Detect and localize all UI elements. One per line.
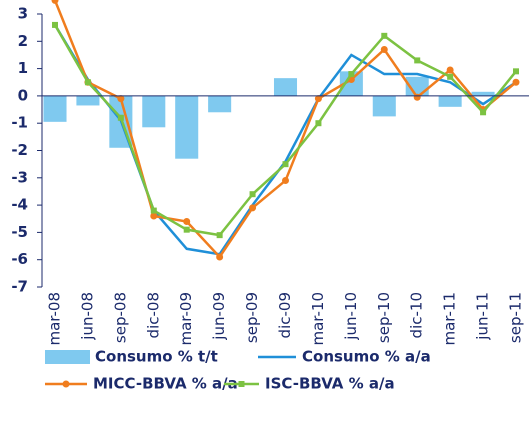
y-tick-label: 1 (18, 59, 28, 77)
bar (372, 95, 396, 117)
marker (150, 212, 158, 220)
marker (282, 161, 289, 168)
x-tick-label: jun-09 (210, 292, 228, 341)
marker (380, 45, 388, 53)
plot-area (43, 0, 520, 261)
marker (513, 68, 519, 75)
marker (315, 120, 322, 127)
marker (150, 207, 157, 214)
y-tick-label: -5 (11, 223, 28, 241)
y-tick-label: 3 (18, 5, 28, 23)
marker (183, 217, 191, 225)
y-tick-label: -1 (11, 114, 28, 132)
y-tick-label: 2 (18, 32, 28, 50)
legend-label: Consumo % t/t (95, 348, 218, 366)
x-tick-label: dic-08 (144, 292, 162, 338)
x-tick-label: sep-11 (507, 292, 525, 343)
marker (51, 0, 59, 4)
marker (480, 109, 487, 116)
x-tick-label: sep-08 (111, 292, 129, 343)
x-tick-label: mar-11 (441, 292, 459, 346)
marker (249, 204, 257, 212)
x-tick-label: dic-09 (276, 292, 294, 338)
y-tick-label: -2 (11, 141, 28, 159)
marker (117, 95, 125, 103)
y-tick-label: -7 (11, 278, 28, 296)
marker (446, 66, 454, 74)
bar (142, 95, 166, 128)
marker (414, 57, 421, 64)
x-tick-label: jun-08 (78, 292, 96, 341)
marker (183, 226, 190, 233)
marker (348, 71, 355, 78)
x-tick-label: sep-09 (243, 292, 261, 343)
x-tick-label: sep-10 (375, 292, 393, 343)
marker (216, 253, 224, 261)
marker (512, 78, 520, 86)
bar (76, 95, 100, 106)
legend-label: MICC-BBVA % a/a (93, 375, 238, 393)
y-tick-label: -3 (11, 168, 28, 186)
line (53, 24, 517, 237)
marker (84, 79, 91, 86)
y-tick-label: -6 (11, 250, 28, 268)
marker (216, 232, 223, 239)
legend-label: ISC-BBVA % a/a (265, 375, 395, 393)
legend-swatch (45, 350, 90, 364)
y-tick-label: -4 (11, 196, 28, 214)
bar (339, 71, 363, 96)
x-tick-label: jun-11 (474, 292, 492, 341)
bar (471, 91, 495, 96)
bar (438, 95, 462, 107)
y-tick-label: 0 (18, 86, 28, 104)
marker (117, 114, 124, 121)
bar (43, 95, 67, 122)
bar (208, 95, 232, 113)
marker (314, 95, 322, 103)
marker (381, 32, 388, 39)
x-tick-label: jun-10 (342, 292, 360, 341)
x-tick-label: mar-10 (309, 292, 327, 346)
legend-marker (62, 380, 70, 388)
x-tick-label: mar-09 (177, 292, 195, 346)
marker (52, 21, 58, 28)
marker (413, 93, 421, 101)
legend-marker (238, 381, 245, 387)
bar (175, 95, 199, 159)
x-tick-label: dic-10 (408, 292, 426, 338)
x-tick-label: mar-08 (46, 292, 64, 346)
marker (282, 177, 289, 185)
legend-label: Consumo % a/a (302, 348, 431, 366)
bar (273, 78, 298, 96)
marker (249, 191, 256, 198)
marker (447, 73, 454, 80)
